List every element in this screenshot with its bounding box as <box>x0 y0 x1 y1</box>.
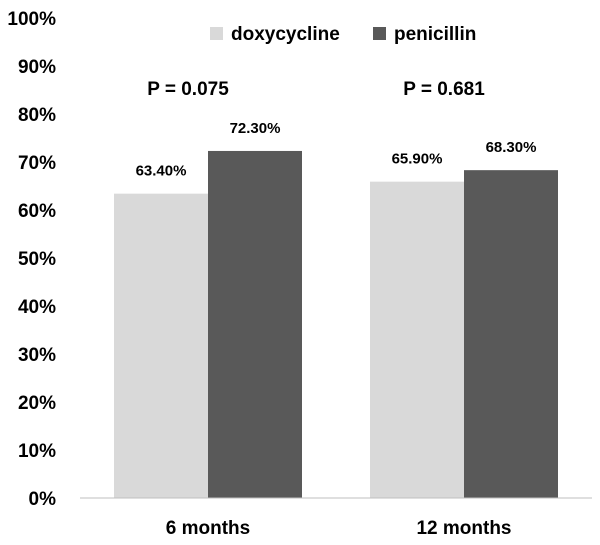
y-tick-label: 70% <box>18 153 56 174</box>
y-tick-label: 30% <box>18 345 56 366</box>
p-value-label: P = 0.075 <box>147 79 229 100</box>
legend: doxycycline penicillin <box>210 24 476 45</box>
data-label: 65.90% <box>392 151 443 168</box>
x-category-label: 12 months <box>416 518 511 539</box>
y-tick-label: 90% <box>18 57 56 78</box>
bar-penicillin <box>464 170 558 498</box>
data-label: 63.40% <box>136 163 187 180</box>
y-tick-label: 100% <box>7 9 56 30</box>
data-labels: 63.40% 72.30% 65.90% 68.30% <box>136 120 537 180</box>
legend-label: penicillin <box>394 24 476 45</box>
y-axis: 0% 10% 20% 30% 40% 50% 60% 70% 80% 90% 100% <box>7 9 56 510</box>
x-axis: 6 months 12 months <box>166 518 512 539</box>
legend-swatch <box>210 27 223 40</box>
y-tick-label: 50% <box>18 249 56 270</box>
bar-doxycycline <box>114 193 208 498</box>
p-value-label: P = 0.681 <box>403 79 485 100</box>
legend-label: doxycycline <box>231 24 340 45</box>
y-tick-label: 80% <box>18 105 56 126</box>
bars <box>114 150 558 498</box>
y-tick-label: 60% <box>18 201 56 222</box>
y-tick-label: 10% <box>18 441 56 462</box>
bar-doxycycline <box>370 181 464 498</box>
y-tick-label: 0% <box>29 489 57 510</box>
y-tick-label: 20% <box>18 393 56 414</box>
y-tick-label: 40% <box>18 297 56 318</box>
x-category-label: 6 months <box>166 518 250 539</box>
data-label: 72.30% <box>230 120 281 137</box>
bar-penicillin <box>208 150 302 498</box>
p-value-annotations: P = 0.075 P = 0.681 <box>147 79 485 100</box>
legend-swatch <box>373 27 386 40</box>
data-label: 68.30% <box>486 139 537 156</box>
